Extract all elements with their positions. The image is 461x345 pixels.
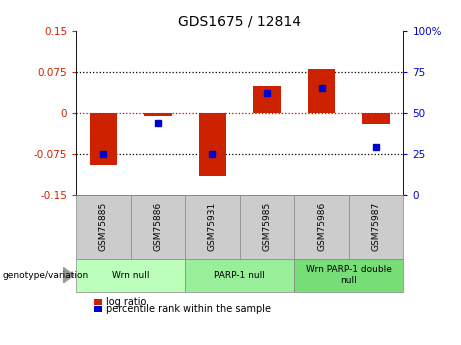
Text: GSM75886: GSM75886 <box>154 202 162 252</box>
Bar <box>185 195 240 259</box>
Text: GSM75987: GSM75987 <box>372 202 381 252</box>
Bar <box>130 195 185 259</box>
Title: GDS1675 / 12814: GDS1675 / 12814 <box>178 14 301 29</box>
Text: Wrn PARP-1 double
null: Wrn PARP-1 double null <box>306 265 392 285</box>
Bar <box>94 306 102 312</box>
Bar <box>144 113 171 116</box>
Bar <box>185 259 294 292</box>
Bar <box>76 259 185 292</box>
Text: GSM75986: GSM75986 <box>317 202 326 252</box>
Bar <box>76 195 130 259</box>
Bar <box>94 299 102 305</box>
Text: genotype/variation: genotype/variation <box>2 270 89 280</box>
Bar <box>199 113 226 176</box>
Bar <box>294 195 349 259</box>
Bar <box>254 86 281 113</box>
Text: PARP-1 null: PARP-1 null <box>214 270 265 280</box>
Text: Wrn null: Wrn null <box>112 270 149 280</box>
Text: GSM75885: GSM75885 <box>99 202 108 252</box>
Bar <box>308 69 335 113</box>
Text: log ratio: log ratio <box>106 297 147 307</box>
Bar <box>90 113 117 165</box>
Bar <box>362 113 390 124</box>
Bar <box>240 195 294 259</box>
Text: GSM75931: GSM75931 <box>208 202 217 252</box>
Bar <box>294 259 403 292</box>
Bar <box>349 195 403 259</box>
Polygon shape <box>64 268 74 283</box>
Text: GSM75985: GSM75985 <box>262 202 272 252</box>
Text: percentile rank within the sample: percentile rank within the sample <box>106 304 271 314</box>
